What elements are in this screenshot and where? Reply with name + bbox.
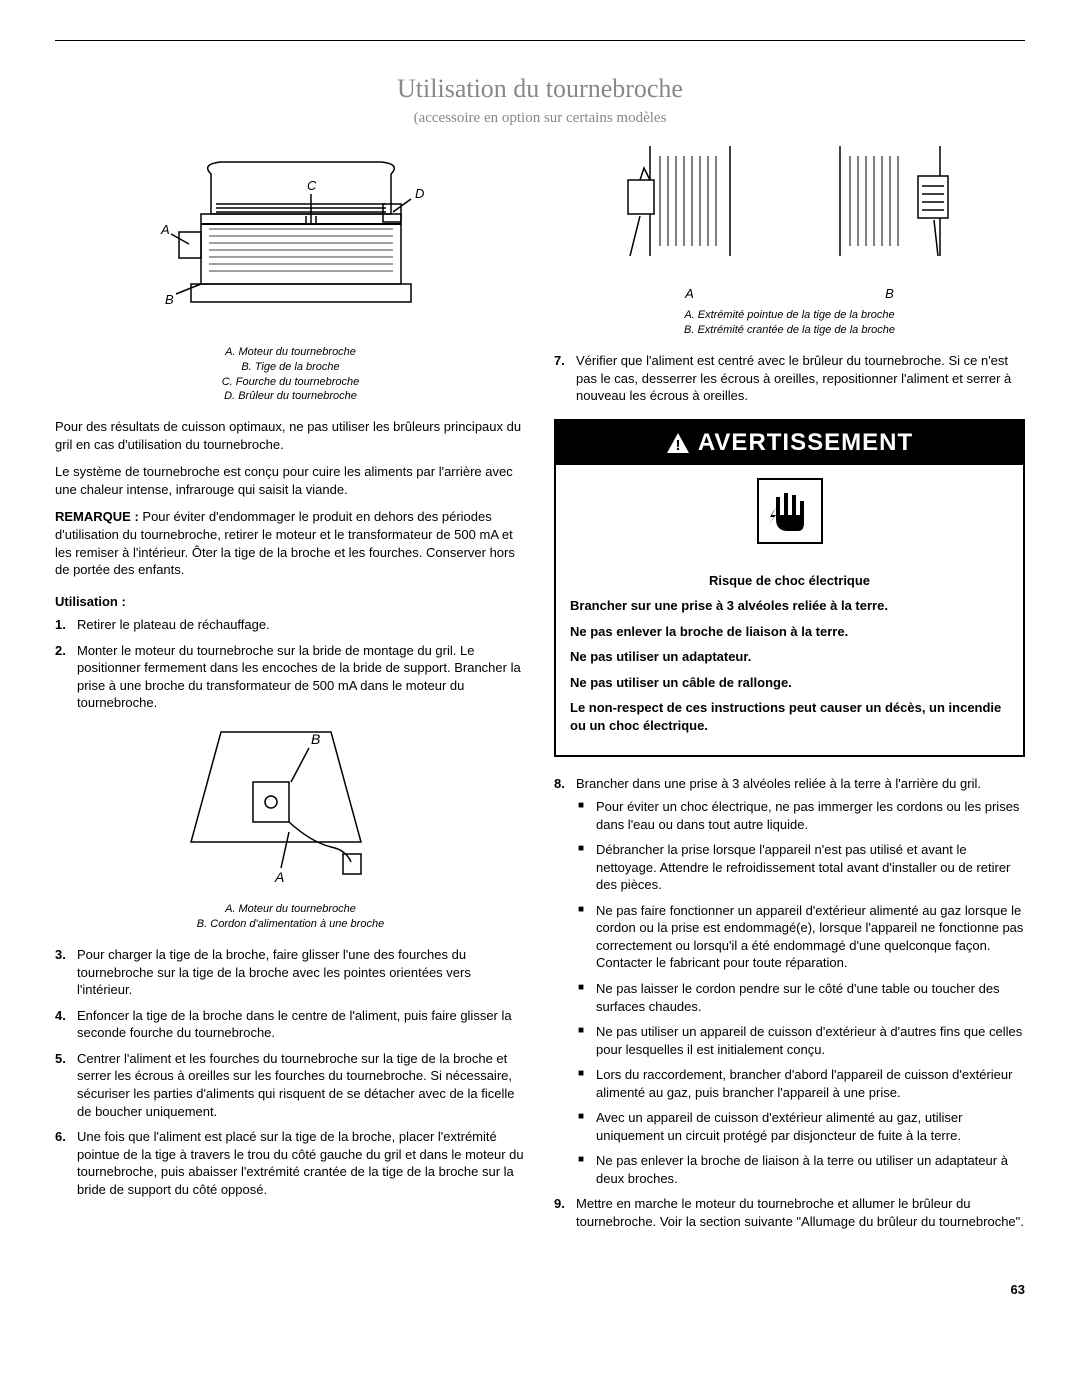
- bullet-7: Avec un appareil de cuisson d'extérieur …: [576, 1109, 1025, 1144]
- intro-p2: Le système de tournebroche est conçu pou…: [55, 463, 526, 498]
- step-1: Retirer le plateau de réchauffage.: [55, 616, 526, 634]
- svg-text:!: !: [675, 437, 680, 454]
- bullet-6: Lors du raccordement, brancher d'abord l…: [576, 1066, 1025, 1101]
- diagram3-caption-a: A. Extrémité pointue de la tige de la br…: [554, 308, 1025, 323]
- diagram1-label-d: D: [415, 186, 424, 201]
- warning-l2: Ne pas enlever la broche de liaison à la…: [570, 623, 1009, 641]
- step-4: Enfoncer la tige de la broche dans le ce…: [55, 1007, 526, 1042]
- spit-notched-diagram: B: [810, 146, 970, 302]
- diagram1-label-a: A: [160, 222, 170, 237]
- diagram3-label-a: A: [610, 285, 770, 303]
- diagram3-caption-b: B. Extrémité crantée de la tige de la br…: [554, 323, 1025, 338]
- two-column-layout: A B C D A. Moteur du tournebroche B. Tig…: [55, 146, 1025, 1240]
- diagram1-caption-c: C. Fourche du tournebroche: [55, 375, 526, 390]
- bullet-5: Ne pas utiliser un appareil de cuisson d…: [576, 1023, 1025, 1058]
- diagram1-caption-d: D. Brûleur du tournebroche: [55, 389, 526, 404]
- bullet-8: Ne pas enlever la broche de liaison à la…: [576, 1152, 1025, 1187]
- step-8: Brancher dans une prise à 3 alvéoles rel…: [554, 775, 1025, 1188]
- diagram1-caption: A. Moteur du tournebroche B. Tige de la …: [55, 345, 526, 404]
- diagram2-caption-b: B. Cordon d'alimentation à une broche: [55, 917, 526, 932]
- diagram2-caption: A. Moteur du tournebroche B. Cordon d'al…: [55, 902, 526, 932]
- step-2: Monter le moteur du tournebroche sur la …: [55, 642, 526, 712]
- motor-diagram: B A: [55, 722, 526, 897]
- bullet-3: Ne pas faire fonctionner un appareil d'e…: [576, 902, 1025, 972]
- warning-header-text: AVERTISSEMENT: [698, 427, 913, 459]
- page-title: Utilisation du tournebroche: [55, 71, 1025, 106]
- diagram3-label-b: B: [810, 285, 970, 303]
- grill-diagram: A B C D: [55, 154, 526, 339]
- diagram1-caption-a: A. Moteur du tournebroche: [55, 345, 526, 360]
- step-5: Centrer l'aliment et les fourches du tou…: [55, 1050, 526, 1120]
- step-8-text: Brancher dans une prise à 3 alvéoles rel…: [576, 776, 981, 791]
- top-rule: [55, 40, 1025, 41]
- step-9: Mettre en marche le moteur du tournebroc…: [554, 1195, 1025, 1230]
- diagram2-label-a: A: [274, 869, 284, 885]
- steps-list-left-2: Pour charger la tige de la broche, faire…: [55, 946, 526, 1198]
- steps-list-right: Vérifier que l'aliment est centré avec l…: [554, 352, 1025, 405]
- warning-l3: Ne pas utiliser un adaptateur.: [570, 648, 1009, 666]
- spit-pointed-diagram: A: [610, 146, 770, 302]
- diagram3-caption: A. Extrémité pointue de la tige de la br…: [554, 308, 1025, 338]
- warning-l5: Le non-respect de ces instructions peut …: [570, 699, 1009, 734]
- diagram1-label-c: C: [307, 178, 317, 193]
- step-6: Une fois que l'aliment est placé sur la …: [55, 1128, 526, 1198]
- warning-box: ! AVERTISSEMENT Risque de choc électriqu…: [554, 419, 1025, 757]
- steps-list-left: Retirer le plateau de réchauffage. Monte…: [55, 616, 526, 712]
- diagram1-caption-b: B. Tige de la broche: [55, 360, 526, 375]
- safety-bullets: Pour éviter un choc électrique, ne pas i…: [576, 798, 1025, 1187]
- warning-l1: Brancher sur une prise à 3 alvéoles reli…: [570, 597, 1009, 615]
- warning-body: Risque de choc électrique Brancher sur u…: [556, 562, 1023, 755]
- shock-hand-icon: [754, 475, 826, 547]
- left-column: A B C D A. Moteur du tournebroche B. Tig…: [55, 146, 526, 1240]
- remarque-p: REMARQUE : Pour éviter d'endommager le p…: [55, 508, 526, 578]
- warning-triangle-icon: !: [666, 432, 690, 454]
- bullet-4: Ne pas laisser le cordon pendre sur le c…: [576, 980, 1025, 1015]
- remarque-label: REMARQUE :: [55, 509, 139, 524]
- page-number: 63: [55, 1281, 1025, 1299]
- warning-risk: Risque de choc électrique: [570, 572, 1009, 590]
- spit-end-diagrams: A: [554, 146, 1025, 302]
- bullet-2: Débrancher la prise lorsque l'appareil n…: [576, 841, 1025, 894]
- step-3: Pour charger la tige de la broche, faire…: [55, 946, 526, 999]
- shock-icon-block: [556, 465, 1023, 562]
- diagram2-label-b: B: [311, 731, 320, 747]
- intro-p1: Pour des résultats de cuisson optimaux, …: [55, 418, 526, 453]
- diagram2-caption-a: A. Moteur du tournebroche: [55, 902, 526, 917]
- right-column: A: [554, 146, 1025, 1240]
- bullet-1: Pour éviter un choc électrique, ne pas i…: [576, 798, 1025, 833]
- step-7: Vérifier que l'aliment est centré avec l…: [554, 352, 1025, 405]
- warning-l4: Ne pas utiliser un câble de rallonge.: [570, 674, 1009, 692]
- steps-list-right-2: Brancher dans une prise à 3 alvéoles rel…: [554, 775, 1025, 1231]
- diagram1-label-b: B: [165, 292, 174, 307]
- warning-header: ! AVERTISSEMENT: [556, 421, 1023, 465]
- page-subtitle: (accessoire en option sur certains modèl…: [55, 108, 1025, 128]
- utilisation-heading: Utilisation :: [55, 593, 526, 611]
